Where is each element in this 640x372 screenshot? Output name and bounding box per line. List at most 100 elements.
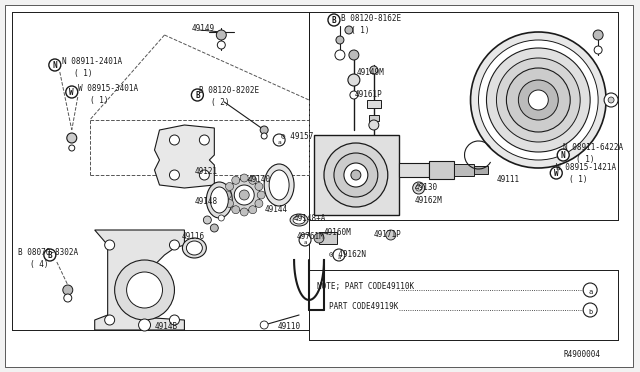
Circle shape <box>328 14 340 26</box>
Circle shape <box>593 30 603 40</box>
Circle shape <box>234 185 254 205</box>
Text: W: W <box>70 87 74 96</box>
Circle shape <box>336 36 344 44</box>
Circle shape <box>261 133 267 139</box>
Circle shape <box>240 208 248 216</box>
Circle shape <box>44 249 56 261</box>
Text: 49149M: 49149M <box>357 68 385 77</box>
Text: W 08915-3401A: W 08915-3401A <box>77 84 138 93</box>
Ellipse shape <box>269 170 289 200</box>
Circle shape <box>170 315 179 325</box>
Text: 49148: 49148 <box>195 197 218 206</box>
Ellipse shape <box>228 179 260 211</box>
Ellipse shape <box>293 216 305 224</box>
Text: 49162M: 49162M <box>415 196 442 205</box>
Text: 49111: 49111 <box>497 175 520 184</box>
Text: ( 1): ( 1) <box>576 155 595 164</box>
Circle shape <box>115 260 175 320</box>
Circle shape <box>486 48 590 152</box>
Text: 49130: 49130 <box>415 183 438 192</box>
Text: W 08915-1421A: W 08915-1421A <box>556 163 616 172</box>
Bar <box>399 163 429 177</box>
Text: 49161P: 49161P <box>355 90 383 99</box>
Circle shape <box>200 135 209 145</box>
Circle shape <box>333 249 345 261</box>
Circle shape <box>257 191 265 199</box>
Text: ( 1): ( 1) <box>351 26 369 35</box>
Circle shape <box>105 240 115 250</box>
Circle shape <box>232 176 240 184</box>
Circle shape <box>370 66 378 74</box>
Circle shape <box>68 145 75 151</box>
Ellipse shape <box>290 214 308 226</box>
Circle shape <box>225 183 234 190</box>
Circle shape <box>260 321 268 329</box>
Bar <box>474 166 488 174</box>
Circle shape <box>604 93 618 107</box>
Circle shape <box>170 170 179 180</box>
Circle shape <box>350 91 358 99</box>
Circle shape <box>204 216 211 224</box>
Ellipse shape <box>211 187 228 213</box>
Circle shape <box>344 163 368 187</box>
Circle shape <box>63 285 73 295</box>
Circle shape <box>413 182 425 194</box>
Text: ( 4): ( 4) <box>30 260 49 269</box>
Circle shape <box>170 135 179 145</box>
Text: B 08120-8202E: B 08120-8202E <box>200 86 259 95</box>
Circle shape <box>550 167 562 179</box>
Text: ( 1): ( 1) <box>90 96 108 105</box>
Circle shape <box>557 149 569 161</box>
Text: 49149: 49149 <box>191 24 214 33</box>
Circle shape <box>211 224 218 232</box>
Circle shape <box>64 294 72 302</box>
Circle shape <box>225 199 234 208</box>
Text: B 08070-8302A: B 08070-8302A <box>18 248 78 257</box>
Circle shape <box>349 50 359 60</box>
Text: a: a <box>277 140 281 145</box>
Text: 49116: 49116 <box>181 232 205 241</box>
Circle shape <box>218 41 225 49</box>
Text: B: B <box>332 16 336 25</box>
Text: PART CODE49119K: PART CODE49119K <box>329 302 398 311</box>
Circle shape <box>49 59 61 71</box>
Text: ( 1): ( 1) <box>569 175 588 184</box>
Text: ( 2): ( 2) <box>211 98 230 107</box>
Bar <box>367 100 381 108</box>
Text: 4914B: 4914B <box>154 322 178 331</box>
Circle shape <box>255 183 263 190</box>
Circle shape <box>216 30 227 40</box>
Text: 49160M: 49160M <box>324 228 352 237</box>
Circle shape <box>529 90 548 110</box>
Circle shape <box>249 206 257 214</box>
Circle shape <box>479 40 598 160</box>
Bar <box>369 115 379 121</box>
Circle shape <box>127 272 163 308</box>
Text: R4900004: R4900004 <box>563 350 600 359</box>
Circle shape <box>260 126 268 134</box>
Circle shape <box>314 233 324 243</box>
Text: W: W <box>554 169 559 177</box>
Text: B: B <box>195 90 200 99</box>
Circle shape <box>348 74 360 86</box>
Ellipse shape <box>182 238 206 258</box>
Circle shape <box>506 68 570 132</box>
Text: ⊙ 49157: ⊙ 49157 <box>281 132 314 141</box>
Text: NOTE; PART CODE49110K: NOTE; PART CODE49110K <box>317 282 414 291</box>
Circle shape <box>334 153 378 197</box>
Circle shape <box>273 134 285 146</box>
Circle shape <box>239 190 249 200</box>
Circle shape <box>335 50 345 60</box>
Circle shape <box>139 319 150 331</box>
Circle shape <box>324 143 388 207</box>
Text: 49144: 49144 <box>264 205 287 214</box>
Ellipse shape <box>186 241 202 255</box>
Circle shape <box>583 303 597 317</box>
Circle shape <box>518 80 558 120</box>
Polygon shape <box>154 125 214 188</box>
Bar <box>454 164 474 176</box>
Circle shape <box>583 283 597 297</box>
Text: ⊙ 49162N: ⊙ 49162N <box>329 250 366 259</box>
Text: a: a <box>303 240 307 245</box>
Circle shape <box>200 170 209 180</box>
